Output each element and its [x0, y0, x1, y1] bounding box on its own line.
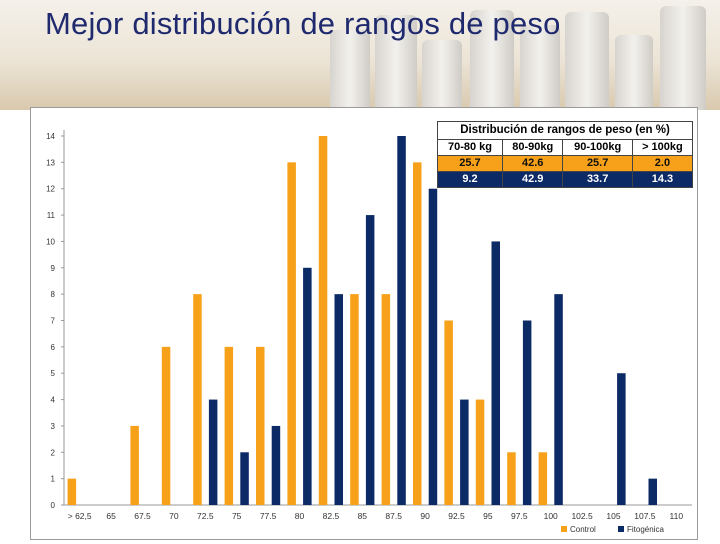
- table-header: 70-80 kg: [437, 139, 503, 156]
- y-tick-label: 5: [51, 369, 56, 378]
- bar-control: [475, 399, 485, 505]
- y-tick-label: 11: [47, 211, 56, 220]
- table-header: 90-100kg: [562, 139, 633, 156]
- y-tick-label: 0: [51, 501, 56, 510]
- y-tick-label: 14: [46, 132, 55, 141]
- bar-fitogenica: [334, 294, 343, 505]
- bar-fitogenica: [522, 320, 532, 505]
- x-tick-label: 100: [544, 511, 558, 521]
- y-tick-label: 6: [51, 343, 56, 352]
- bar-control: [444, 320, 453, 505]
- legend-label-control: Control: [570, 525, 596, 534]
- bar-fitogenica: [303, 267, 312, 505]
- x-tick-label: 97.5: [511, 511, 528, 521]
- legend-swatch-fitogenica: [618, 526, 624, 532]
- table-cell: 14.3: [631, 171, 694, 188]
- bar-fitogenica: [428, 188, 438, 505]
- x-tick-label: 105: [606, 511, 620, 521]
- bar-fitogenica: [271, 425, 281, 505]
- slide-title: Mejor distribución de rangos de peso: [45, 6, 561, 41]
- bar-control: [538, 452, 548, 505]
- y-tick-label: 8: [51, 290, 56, 299]
- x-tick-label: 102.5: [571, 511, 593, 521]
- table-cell: 42.6: [501, 155, 564, 172]
- table-cell: 25.7: [562, 155, 633, 172]
- bar-control: [413, 162, 422, 505]
- bar-control: [350, 294, 359, 505]
- distribution-table: Distribución de rangos de peso (en %) 70…: [437, 121, 694, 188]
- table-header: > 100kg: [631, 139, 694, 156]
- x-tick-label: 87.5: [385, 511, 402, 521]
- bar-fitogenica: [617, 373, 626, 505]
- x-tick-label: 107.5: [634, 511, 656, 521]
- bar-control: [224, 346, 234, 505]
- bar-fitogenica: [460, 399, 469, 505]
- y-tick-label: 13: [46, 158, 55, 167]
- x-tick-label: 77.5: [260, 511, 277, 521]
- table-cell: 33.7: [562, 171, 633, 188]
- bar-control: [130, 425, 139, 505]
- table-cell: 2.0: [631, 155, 694, 172]
- table-title: Distribución de rangos de peso (en %): [437, 121, 693, 140]
- x-tick-label: 95: [483, 511, 493, 521]
- table-cell: 42.9: [501, 171, 564, 188]
- y-tick-label: 2: [51, 448, 56, 457]
- bar-control: [381, 294, 391, 505]
- background-banner: [0, 0, 720, 110]
- table-row-fitogenico: 9.2 42.9 33.7 14.3: [437, 171, 694, 188]
- table-row-control: 25.7 42.6 25.7 2.0: [437, 155, 694, 172]
- x-tick-label: 70: [169, 511, 179, 521]
- legend-swatch-control: [561, 526, 567, 532]
- table-cell: 25.7: [437, 155, 503, 172]
- legend-label-fitogenica: Fitogénica: [627, 525, 664, 534]
- x-tick-label: 92.5: [448, 511, 465, 521]
- x-tick-label: 110: [670, 511, 684, 521]
- x-tick-label: 85: [358, 511, 368, 521]
- x-tick-label: 65: [106, 511, 116, 521]
- y-tick-label: 4: [51, 396, 56, 405]
- bar-fitogenica: [365, 215, 375, 506]
- y-tick-label: 12: [46, 185, 55, 194]
- x-tick-label: 75: [232, 511, 242, 521]
- bar-control: [287, 162, 296, 505]
- bar-control: [507, 452, 516, 505]
- x-tick-label: 80: [295, 511, 305, 521]
- x-tick-label: 67.5: [134, 511, 151, 521]
- bar-fitogenica: [397, 136, 406, 505]
- bar-fitogenica: [208, 399, 218, 505]
- bar-control: [161, 346, 171, 505]
- x-tick-label: 72.5: [197, 511, 214, 521]
- bar-fitogenica: [491, 241, 500, 505]
- y-tick-label: 1: [51, 475, 56, 484]
- bar-control: [67, 478, 77, 505]
- bar-fitogenica: [240, 452, 249, 505]
- bar-control: [256, 346, 265, 505]
- y-tick-label: 10: [46, 237, 55, 246]
- y-tick-label: 3: [51, 422, 56, 431]
- x-tick-label: 90: [420, 511, 430, 521]
- bar-fitogenica: [554, 294, 563, 505]
- bar-fitogenica: [648, 478, 657, 505]
- table-header: 80-90kg: [501, 139, 564, 156]
- x-tick-label: > 62,5: [68, 511, 92, 521]
- y-tick-label: 7: [51, 317, 56, 326]
- bar-control: [318, 136, 328, 505]
- y-tick-label: 9: [51, 264, 56, 273]
- table-cell: 9.2: [437, 171, 503, 188]
- bar-control: [193, 294, 202, 505]
- x-tick-label: 82.5: [323, 511, 340, 521]
